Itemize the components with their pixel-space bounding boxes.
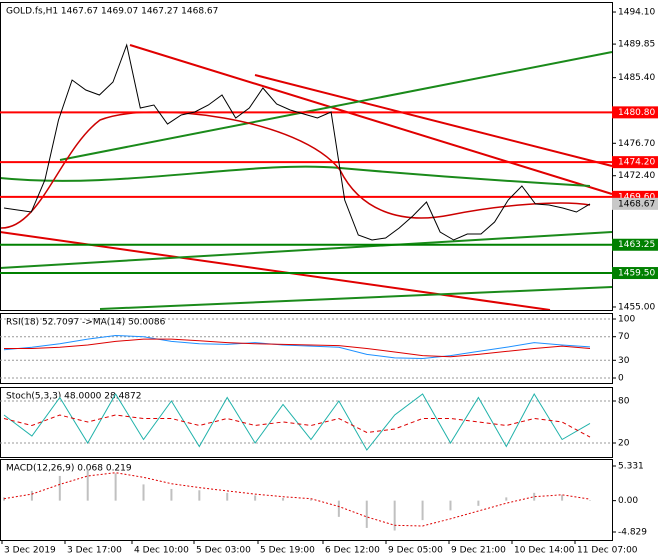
histogram-bar (226, 492, 229, 501)
y-tick-label: 5.331 (618, 462, 644, 472)
y-tick-label: 20 (618, 439, 630, 449)
histogram-bar (337, 500, 340, 517)
histogram-bar (282, 498, 285, 501)
histogram-bar (254, 495, 257, 501)
histogram-bar (393, 500, 396, 531)
panel-title: RSI(18) 52.7097 ->MA(14) 50.0086 (6, 318, 166, 328)
level-label: 1459.50 (618, 269, 655, 279)
level-label: 1474.20 (618, 158, 655, 168)
level-label-box (612, 156, 658, 169)
y-tick-label: 1476.70 (618, 139, 655, 149)
y-tick-label: -4.829 (618, 528, 647, 538)
x-tick-label: 4 Dec 10:00 (134, 546, 189, 556)
series-line (3, 334, 591, 360)
histogram-bar (477, 500, 480, 506)
series-line (3, 414, 591, 438)
histogram-bar (365, 500, 368, 528)
x-tick-label: 5 Dec 19:00 (260, 546, 315, 556)
x-tick-label: 5 Dec 03:00 (196, 546, 251, 556)
level-label: 1469.60 (618, 192, 655, 202)
x-tick-label: 9 Dec 05:00 (388, 546, 443, 556)
panel-title: GOLD.fs,H1 1467.67 1469.07 1467.27 1468.… (6, 7, 218, 17)
current-price-label: 1468.67 (618, 199, 655, 209)
histogram-bar (30, 490, 33, 501)
level-label-box (612, 106, 658, 119)
y-tick-label: 1485.40 (618, 73, 655, 83)
histogram-bar (421, 500, 424, 521)
trendline (0, 231, 613, 269)
histogram-bar (449, 500, 452, 511)
histogram-bar (309, 499, 312, 501)
y-tick-label: 30 (618, 356, 630, 366)
histogram-bar (86, 469, 89, 501)
trendline (99, 286, 613, 310)
y-tick-label: 0.00 (618, 496, 638, 506)
trendline (59, 51, 613, 161)
x-tick-label: 9 Dec 21:00 (451, 546, 506, 556)
histogram-bar (533, 492, 536, 501)
histogram-bar (142, 484, 145, 501)
histogram-bar (505, 497, 508, 501)
histogram-bar (589, 500, 591, 501)
panel-frame (0, 459, 613, 541)
histogram-bar (170, 488, 173, 501)
x-tick-label: 10 Dec 14:00 (514, 546, 575, 556)
level-label-box (612, 267, 658, 280)
panel-frame (0, 387, 613, 458)
bollinger-band (0, 165, 591, 187)
moving-average (0, 111, 591, 229)
histogram-bar (561, 494, 564, 501)
y-tick-label: 100 (618, 315, 635, 325)
x-tick-label: 6 Dec 12:00 (325, 546, 380, 556)
histogram-bar (58, 475, 61, 501)
x-tick-label: 3 Dec 17:00 (67, 546, 122, 556)
y-tick-label: 1489.85 (618, 40, 655, 50)
trendline (254, 74, 613, 167)
panel-frame (0, 313, 613, 384)
x-tick-label: 11 Dec 07:00 (577, 546, 638, 556)
y-tick-label: 1455.00 (618, 302, 655, 312)
series-line (3, 472, 591, 527)
x-tick-label: 3 Dec 2019 (4, 546, 56, 556)
y-tick-label: 0 (618, 373, 624, 383)
histogram-bar (198, 490, 201, 501)
panel-title: Stoch(5,3,3) 48.0000 28.4872 (6, 392, 141, 402)
level-label: 1480.80 (618, 108, 655, 118)
histogram-bar (114, 473, 117, 501)
y-tick-label: 80 (618, 397, 630, 407)
y-tick-label: 1472.40 (618, 171, 655, 181)
current-price-box (612, 197, 658, 210)
histogram-bar (3, 497, 5, 501)
series-line (3, 43, 591, 241)
level-label: 1463.25 (618, 240, 655, 250)
trendline (129, 44, 613, 195)
level-label-box (612, 238, 658, 251)
y-tick-label: 70 (618, 332, 630, 342)
y-tick-label: 1494.10 (618, 8, 655, 18)
series-line (4, 338, 591, 358)
panel-title: MACD(12,26,9) 0.068 0.219 (6, 464, 132, 474)
